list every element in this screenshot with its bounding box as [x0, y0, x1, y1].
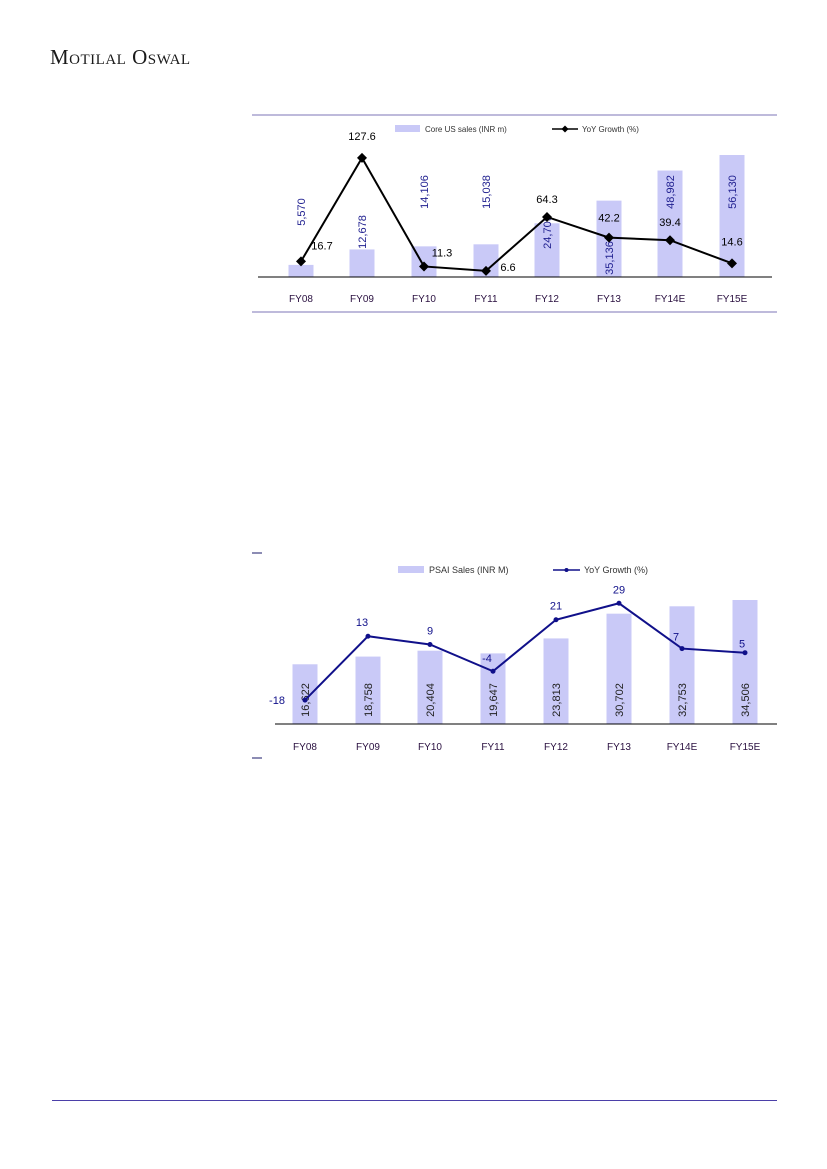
growth-point-FY09 — [357, 152, 367, 163]
category-label-FY09: FY09 — [356, 742, 380, 753]
bar-value-label: 15,038 — [481, 175, 493, 209]
bar-value-label: 19,647 — [488, 683, 500, 717]
growth-value-label: 39.4 — [659, 217, 680, 229]
bar-FY12 — [543, 638, 569, 724]
growth-point-FY13 — [604, 232, 614, 243]
growth-point-FY14E — [665, 235, 675, 246]
growth-value-label: 64.3 — [536, 194, 557, 206]
growth-point-FY11 — [481, 265, 491, 276]
bar-FY14E — [657, 170, 683, 277]
growth-point-FY13 — [616, 600, 622, 606]
growth-line — [300, 155, 733, 272]
bar-FY14E — [669, 606, 695, 724]
category-label-FY08: FY08 — [293, 742, 317, 753]
category-label-FY09: FY09 — [350, 294, 374, 305]
bar-FY09 — [349, 249, 375, 277]
growth-line — [304, 602, 746, 701]
legend-line-label: YoY Growth (%) — [582, 125, 639, 134]
category-label-FY13: FY13 — [597, 294, 621, 305]
bar-FY15E — [732, 600, 758, 724]
category-label-FY12: FY12 — [535, 294, 559, 305]
brand-logo: Motilal Oswal — [50, 45, 191, 69]
bar-value-label: 56,130 — [727, 175, 739, 209]
bar-value-label: 12,678 — [357, 215, 369, 249]
growth-value-label: 5 — [739, 639, 745, 651]
growth-value-label: 29 — [613, 584, 625, 596]
bar-value-label: 35,136 — [604, 241, 616, 275]
bar-FY08 — [288, 264, 314, 277]
growth-value-label: 9 — [427, 625, 433, 637]
legend-bar-label: PSAI Sales (INR M) — [429, 565, 509, 575]
bar-value-label: 18,758 — [363, 683, 375, 717]
category-label-FY11: FY11 — [474, 294, 498, 305]
legend-bar-swatch — [395, 125, 420, 132]
growth-point-FY11 — [490, 668, 496, 674]
category-label-FY14E: FY14E — [667, 742, 698, 753]
category-label-FY15E: FY15E — [717, 294, 748, 305]
growth-value-label: -4 — [482, 653, 492, 665]
growth-value-label: 14.6 — [721, 236, 742, 248]
growth-value-label: 42.2 — [598, 213, 619, 225]
bar-FY12 — [534, 223, 560, 277]
bar-value-label: 5,570 — [296, 198, 308, 226]
bar-value-label: 48,982 — [665, 175, 677, 209]
growth-point-FY15E — [727, 258, 737, 269]
growth-point-FY08 — [302, 697, 308, 703]
category-label-FY15E: FY15E — [730, 742, 761, 753]
legend-bar-label: Core US sales (INR m) — [425, 125, 507, 134]
growth-point-FY15E — [742, 650, 748, 656]
legend-line-label: YoY Growth (%) — [584, 565, 648, 575]
growth-point-FY09 — [365, 633, 371, 639]
bar-value-label: 14,106 — [419, 175, 431, 209]
legend-line-marker — [561, 125, 569, 133]
growth-value-label: -18 — [269, 695, 285, 707]
legend-bar-swatch — [398, 566, 424, 573]
bar-FY09 — [355, 656, 381, 724]
bar-value-label: 30,702 — [614, 683, 626, 717]
bar-value-label: 32,753 — [677, 683, 689, 717]
bar-FY15E — [719, 155, 745, 277]
legend-line-marker — [564, 568, 569, 572]
growth-value-label: 6.6 — [500, 262, 515, 274]
bar-FY08 — [292, 664, 318, 724]
category-label-FY08: FY08 — [289, 294, 313, 305]
growth-point-FY08 — [296, 256, 306, 267]
growth-point-FY12 — [553, 617, 559, 623]
category-label-FY10: FY10 — [412, 294, 436, 305]
footer-divider — [52, 1100, 777, 1101]
growth-point-FY14E — [679, 646, 685, 652]
category-label-FY12: FY12 — [544, 742, 568, 753]
bar-value-label: 34,506 — [740, 683, 752, 717]
bar-FY13 — [606, 613, 632, 724]
category-label-FY11: FY11 — [481, 742, 505, 753]
category-label-FY13: FY13 — [607, 742, 631, 753]
bar-FY10 — [417, 650, 443, 724]
growth-point-FY12 — [542, 211, 552, 222]
growth-value-label: 11.3 — [432, 247, 453, 259]
category-label-FY10: FY10 — [418, 742, 442, 753]
growth-value-label: 7 — [673, 632, 679, 644]
growth-value-label: 21 — [550, 601, 562, 613]
growth-point-FY10 — [419, 261, 429, 272]
bar-value-label: 20,404 — [425, 683, 437, 717]
growth-value-label: 16.7 — [311, 240, 332, 252]
growth-value-label: 13 — [356, 617, 368, 629]
growth-value-label: 127.6 — [348, 131, 376, 143]
growth-point-FY10 — [427, 641, 433, 647]
bar-value-label: 24,709 — [542, 215, 554, 249]
category-label-FY14E: FY14E — [655, 294, 686, 305]
bar-value-label: 23,813 — [551, 683, 563, 717]
